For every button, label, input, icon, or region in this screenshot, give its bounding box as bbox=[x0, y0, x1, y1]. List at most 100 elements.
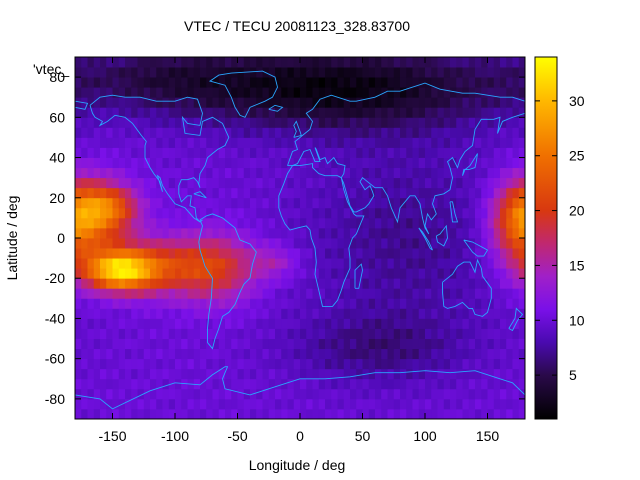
heatmap-cell bbox=[237, 278, 245, 289]
heatmap-cell bbox=[256, 248, 263, 259]
heatmap-cell bbox=[287, 97, 295, 108]
heatmap-cell bbox=[456, 258, 463, 269]
heatmap-cell bbox=[143, 408, 151, 419]
heatmap-cell bbox=[487, 57, 495, 68]
heatmap-cell bbox=[406, 358, 413, 370]
heatmap-cell bbox=[450, 217, 457, 229]
heatmap-cell bbox=[325, 298, 332, 309]
heatmap-cell bbox=[368, 258, 376, 269]
heatmap-cell bbox=[81, 258, 88, 269]
heatmap-cell bbox=[81, 167, 88, 179]
heatmap-cell bbox=[437, 207, 445, 219]
heatmap-cell bbox=[431, 338, 438, 350]
heatmap-cell bbox=[343, 107, 351, 118]
heatmap-cell bbox=[293, 358, 301, 370]
heatmap-cell bbox=[412, 258, 420, 269]
heatmap-cell bbox=[243, 258, 251, 269]
heatmap-cell bbox=[250, 398, 257, 410]
heatmap-cell bbox=[256, 147, 263, 158]
heatmap-cell bbox=[331, 207, 338, 219]
heatmap-cell bbox=[475, 97, 482, 108]
heatmap-cell bbox=[112, 258, 120, 269]
heatmap-cell bbox=[481, 298, 488, 309]
heatmap-cell bbox=[143, 238, 151, 249]
heatmap-cell bbox=[256, 278, 263, 289]
heatmap-cell bbox=[443, 107, 451, 118]
heatmap-cell bbox=[237, 157, 245, 169]
heatmap-cell bbox=[300, 298, 307, 309]
heatmap-cell bbox=[106, 358, 113, 370]
y-axis-label: Latitude / deg bbox=[4, 196, 20, 281]
heatmap-cell bbox=[287, 217, 295, 229]
heatmap-cell bbox=[81, 137, 88, 148]
heatmap-cell bbox=[425, 97, 432, 108]
heatmap-cell bbox=[350, 197, 357, 209]
coastline bbox=[89, 94, 230, 223]
heatmap-cell bbox=[306, 207, 313, 219]
heatmap-cell bbox=[131, 298, 138, 309]
heatmap-cell bbox=[412, 207, 420, 219]
heatmap-cell bbox=[431, 408, 438, 419]
heatmap-cell bbox=[381, 127, 388, 138]
heatmap-cell bbox=[156, 248, 163, 259]
heatmap-cell bbox=[400, 268, 407, 279]
heatmap-cell bbox=[281, 308, 288, 319]
heatmap-cell bbox=[225, 167, 232, 179]
heatmap-cell bbox=[231, 378, 238, 390]
heatmap-cell bbox=[462, 388, 470, 400]
heatmap-cell bbox=[362, 207, 370, 219]
heatmap-cell bbox=[193, 248, 201, 259]
heatmap-cell bbox=[106, 308, 113, 319]
heatmap-cell bbox=[281, 177, 288, 189]
heatmap-cell bbox=[506, 217, 513, 229]
x-tick-label: 0 bbox=[296, 428, 304, 444]
heatmap-cell bbox=[256, 217, 263, 229]
heatmap-cell bbox=[350, 127, 357, 138]
heatmap-cell bbox=[431, 227, 438, 239]
heatmap-cell bbox=[331, 107, 338, 118]
heatmap-cell bbox=[281, 67, 288, 78]
heatmap-cell bbox=[256, 408, 263, 419]
heatmap-cell bbox=[356, 308, 363, 319]
heatmap-cell bbox=[275, 137, 282, 148]
heatmap-cell bbox=[331, 238, 338, 249]
heatmap-cell bbox=[212, 197, 220, 209]
heatmap-cell bbox=[150, 248, 157, 259]
heatmap-cell bbox=[318, 87, 326, 98]
heatmap-cell bbox=[393, 388, 401, 400]
heatmap-cell bbox=[318, 127, 326, 138]
heatmap-cell bbox=[331, 398, 338, 410]
heatmap-cell bbox=[425, 298, 432, 309]
heatmap-cell bbox=[350, 268, 357, 279]
heatmap-cell bbox=[118, 87, 126, 98]
heatmap-cell bbox=[468, 107, 476, 118]
heatmap-cell bbox=[325, 127, 332, 138]
heatmap-cell bbox=[343, 197, 351, 209]
heatmap-cell bbox=[93, 238, 101, 249]
heatmap-cell bbox=[287, 187, 295, 199]
heatmap-cell bbox=[112, 227, 120, 239]
heatmap-cell bbox=[218, 157, 226, 169]
heatmap-cell bbox=[387, 328, 395, 339]
heatmap-cell bbox=[331, 177, 338, 189]
heatmap-cell bbox=[368, 378, 376, 390]
heatmap-cell bbox=[368, 117, 376, 128]
heatmap-cell bbox=[312, 278, 320, 289]
heatmap-cell bbox=[356, 207, 363, 219]
heatmap-cell bbox=[175, 238, 182, 249]
heatmap-cell bbox=[418, 238, 426, 249]
heatmap-cell bbox=[293, 308, 301, 319]
heatmap-cell bbox=[281, 227, 288, 239]
heatmap-cell bbox=[350, 87, 357, 98]
heatmap-cell bbox=[75, 187, 82, 199]
heatmap-cell bbox=[362, 157, 370, 169]
heatmap-cell bbox=[293, 278, 301, 289]
heatmap-cell bbox=[343, 227, 351, 239]
heatmap-cell bbox=[275, 298, 282, 309]
heatmap-cell bbox=[168, 298, 176, 309]
coastline bbox=[418, 227, 433, 251]
heatmap-cell bbox=[337, 177, 345, 189]
heatmap-cell bbox=[500, 338, 507, 350]
heatmap-cell bbox=[262, 167, 270, 179]
heatmap-cell bbox=[150, 338, 157, 350]
